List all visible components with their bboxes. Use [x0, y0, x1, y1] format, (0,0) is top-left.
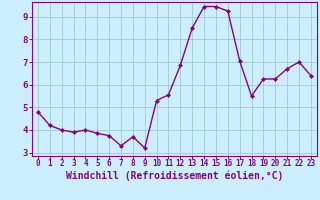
X-axis label: Windchill (Refroidissement éolien,°C): Windchill (Refroidissement éolien,°C) [66, 171, 283, 181]
